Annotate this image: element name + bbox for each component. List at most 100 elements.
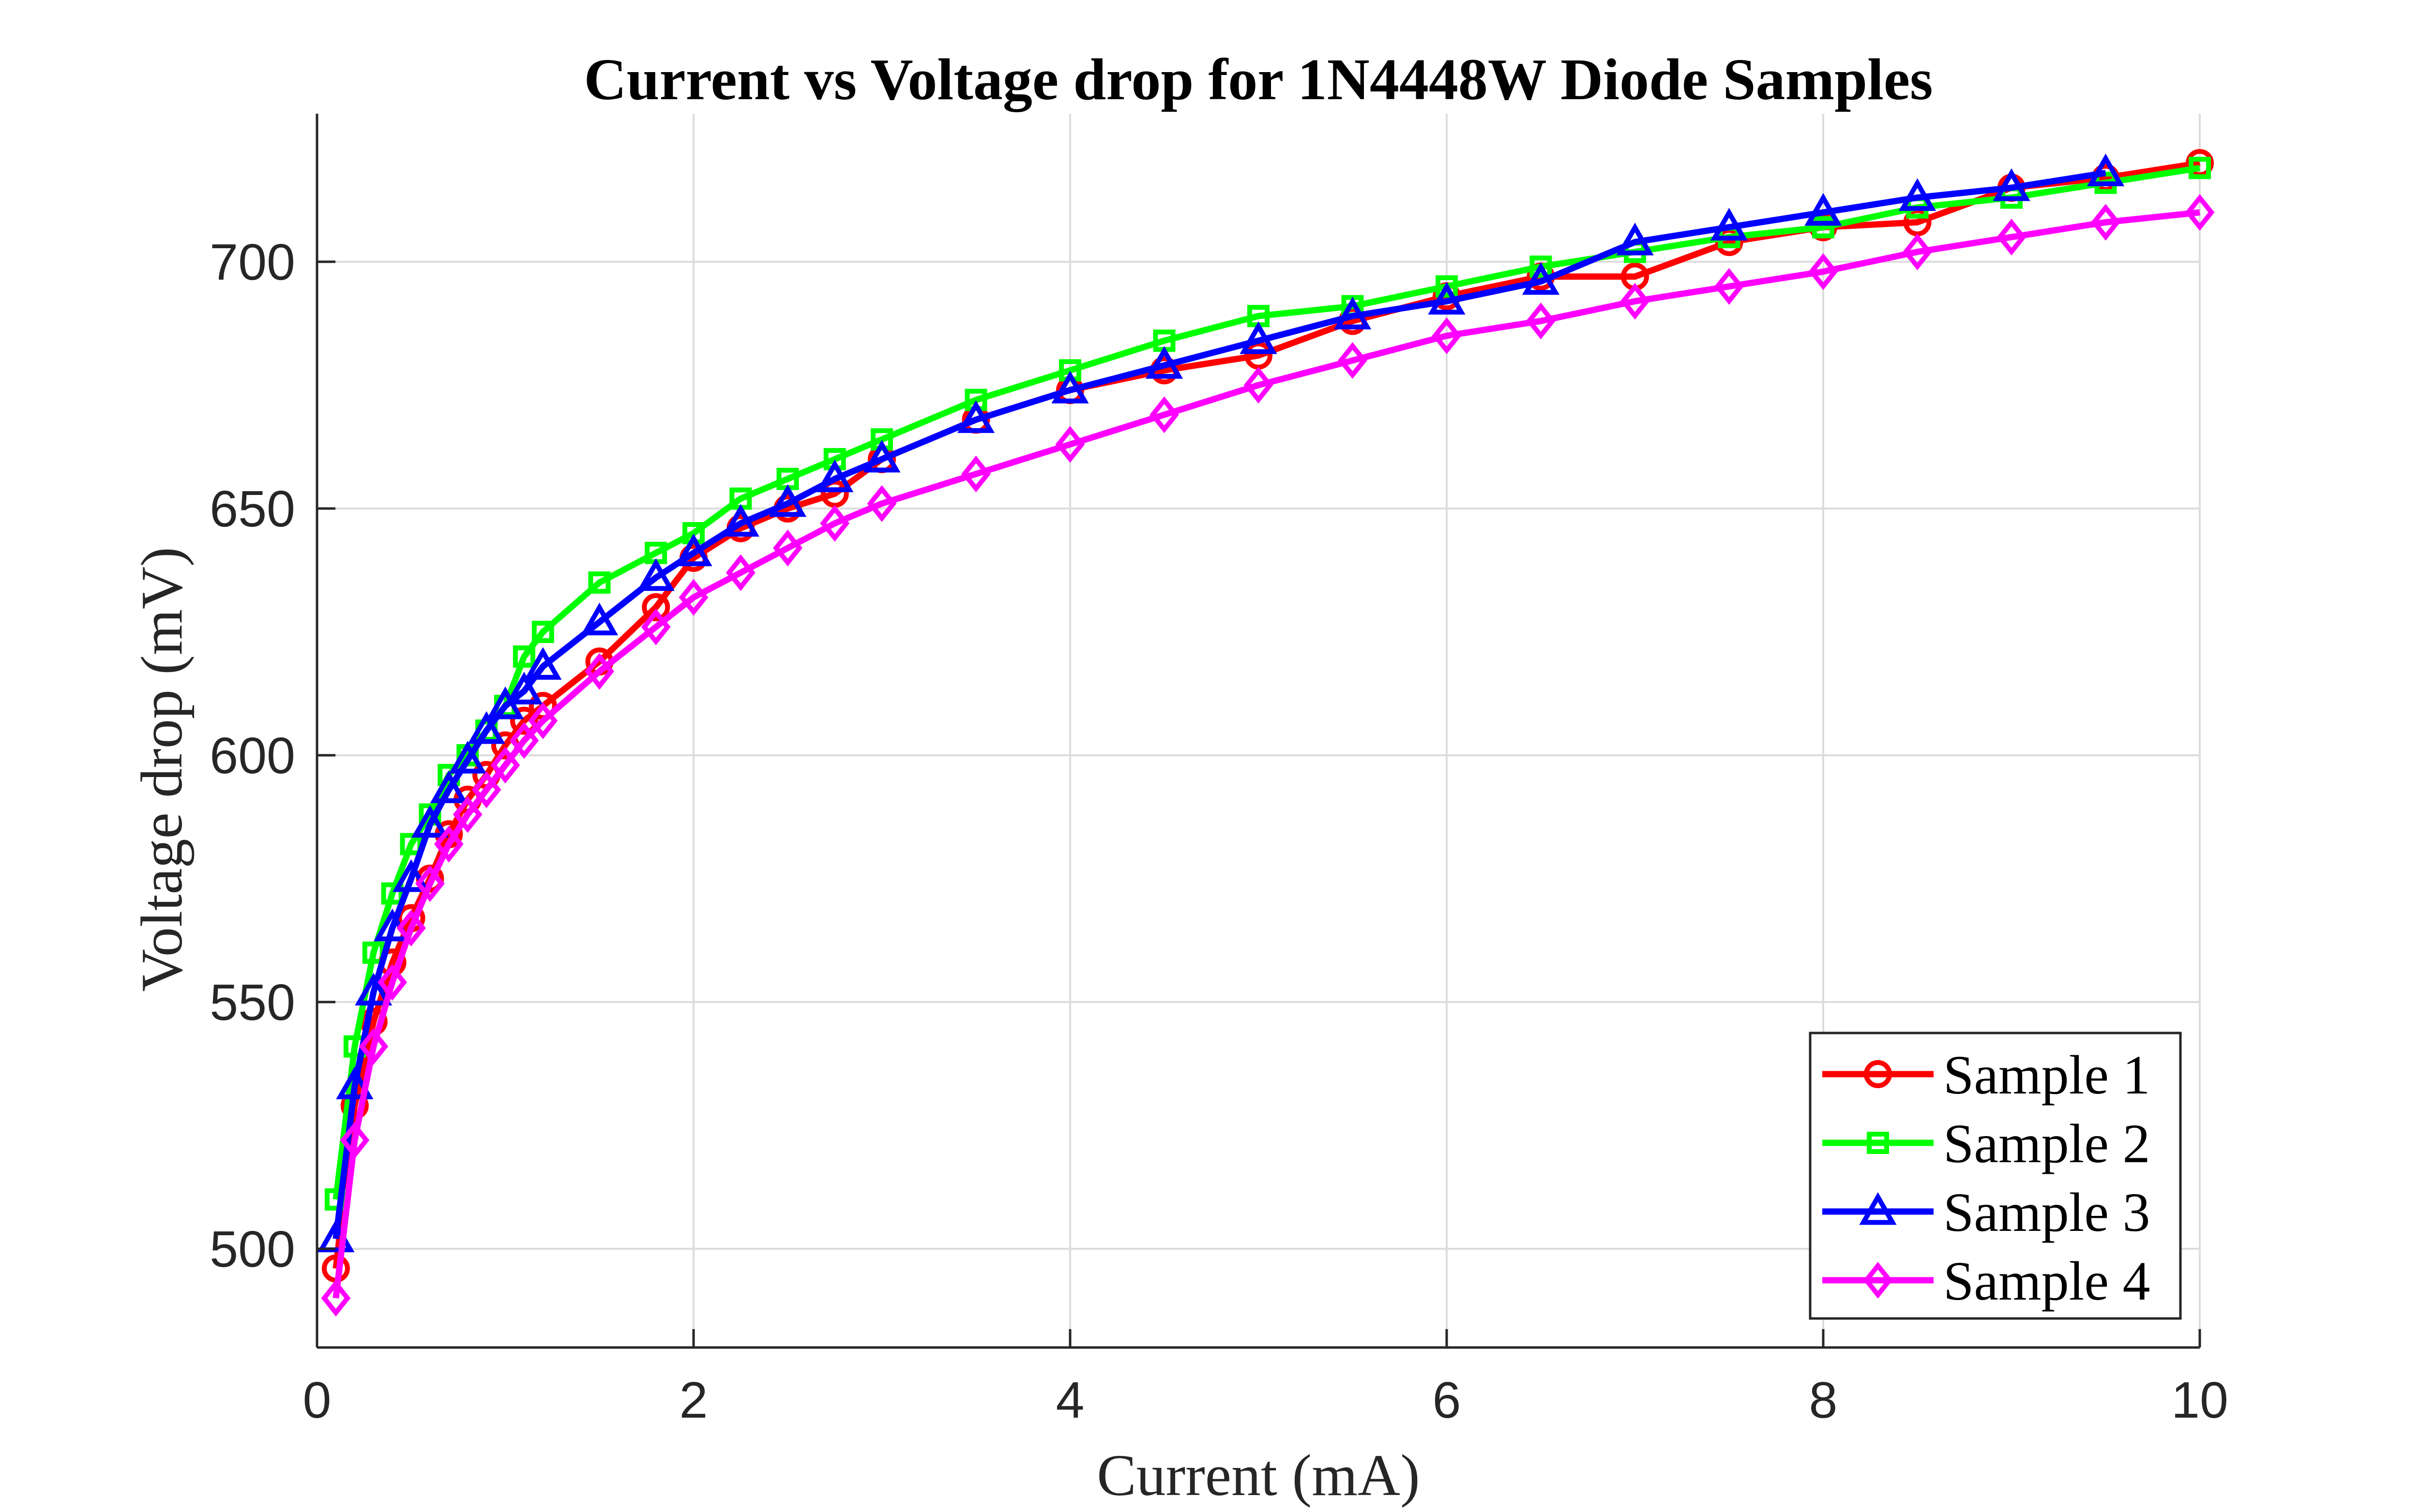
data-point: [505, 672, 543, 704]
y-tick-label: 550: [210, 974, 295, 1031]
data-point: [1055, 426, 1085, 463]
legend-entry: Sample 3: [1822, 1182, 2150, 1243]
legend-label: Sample 4: [1943, 1250, 2150, 1312]
data-point: [449, 741, 486, 774]
data-point: [1812, 216, 1834, 239]
legend-label: Sample 3: [1943, 1182, 2150, 1243]
data-point: [336, 1066, 374, 1099]
data-point: [509, 722, 539, 759]
y-tick-label: 600: [210, 727, 295, 784]
x-tick-label: 4: [1056, 1372, 1085, 1429]
x-tick-label: 8: [1809, 1372, 1838, 1429]
y-tick-label: 650: [210, 480, 295, 538]
data-point: [722, 504, 759, 537]
data-point: [1428, 282, 1466, 315]
data-point: [588, 571, 611, 594]
data-point: [820, 505, 850, 542]
tick-labels: 0 2 4 6 8 10 500 550 600 650 700: [210, 234, 2228, 1429]
data-point: [1243, 366, 1273, 404]
data-point: [524, 647, 562, 680]
data-point: [1620, 283, 1650, 320]
data-point: [675, 533, 712, 567]
data-point: [585, 653, 614, 690]
data-point: [642, 593, 670, 621]
y-tick-label: 700: [210, 234, 295, 291]
data-point: [1338, 342, 1367, 379]
data-point: [2087, 153, 2125, 186]
data-point: [415, 865, 445, 902]
data-point: [1898, 178, 1936, 211]
legend-entry: Sample 2: [1822, 1113, 2150, 1174]
data-point: [359, 1028, 389, 1065]
axes: [316, 114, 2201, 1349]
data-point: [2185, 194, 2215, 231]
data-point: [411, 805, 449, 838]
data-point: [378, 964, 408, 1001]
data-point: [1996, 218, 2027, 256]
data-point: [1150, 396, 1179, 434]
data-point: [679, 579, 709, 616]
data-point: [1616, 223, 1654, 255]
x-tick-label: 2: [680, 1372, 708, 1429]
data-point: [773, 529, 802, 567]
data-point: [471, 771, 501, 808]
series-3: [317, 153, 2125, 1253]
data-point: [1993, 168, 2030, 201]
data-point: [1903, 233, 1932, 270]
data-point: [355, 973, 393, 1006]
data-point: [1436, 275, 1458, 298]
data-point: [2189, 157, 2211, 180]
data-point: [957, 400, 995, 433]
data-point: [468, 711, 505, 744]
x-axis-label: Current (mA): [1097, 1443, 1420, 1508]
y-tick-label: 500: [210, 1221, 295, 1278]
data-point: [510, 706, 538, 735]
data-point: [1804, 193, 1842, 226]
data-point: [453, 796, 483, 833]
x-tick-label: 0: [303, 1372, 332, 1429]
data-point: [1432, 317, 1462, 355]
legend: Sample 1 Sample 2 Sample 3 Sample 4: [1809, 1032, 2182, 1320]
x-tick-label: 6: [1433, 1372, 1461, 1429]
data-point: [1051, 371, 1089, 404]
legend-label: Sample 2: [1943, 1113, 2150, 1174]
data-point: [769, 484, 807, 517]
data-point: [1714, 268, 1744, 305]
legend-swatch-marker: [1867, 1132, 1889, 1154]
data-point: [1240, 321, 1277, 354]
series-4: [321, 194, 2215, 1317]
chart-title: Current vs Voltage drop for 1N4448W Diod…: [584, 47, 1933, 112]
plot-series: [317, 149, 2215, 1317]
legend-swatch-marker: [1863, 1261, 1893, 1299]
data-point: [392, 859, 430, 892]
data-point: [1529, 255, 1552, 278]
data-point: [381, 882, 404, 905]
data-point: [1522, 262, 1560, 295]
data-point: [816, 459, 854, 493]
data-point: [1145, 346, 1183, 379]
data-point: [528, 702, 558, 739]
data-point: [1808, 253, 1838, 290]
data-point: [580, 602, 619, 636]
data-point: [490, 747, 520, 784]
legend-swatch-marker: [1859, 1192, 1897, 1225]
grid-lines: [316, 114, 2201, 1347]
data-point: [726, 554, 756, 591]
series-line: [333, 209, 2200, 1299]
data-point: [430, 770, 468, 803]
data-point: [1526, 302, 1556, 340]
data-point: [1333, 297, 1372, 329]
data-point: [434, 825, 464, 863]
y-axis-label: Voltage drop (mV): [129, 547, 195, 991]
data-point: [1710, 208, 1748, 241]
data-point: [321, 1279, 351, 1317]
legend-entry: Sample 1: [1822, 1044, 2150, 1106]
data-point: [513, 645, 535, 668]
data-point: [531, 621, 554, 643]
data-point: [961, 455, 991, 493]
data-point: [867, 485, 897, 522]
data-point: [340, 1122, 370, 1159]
data-point: [863, 439, 901, 473]
legend-swatch-marker: [1864, 1060, 1892, 1088]
